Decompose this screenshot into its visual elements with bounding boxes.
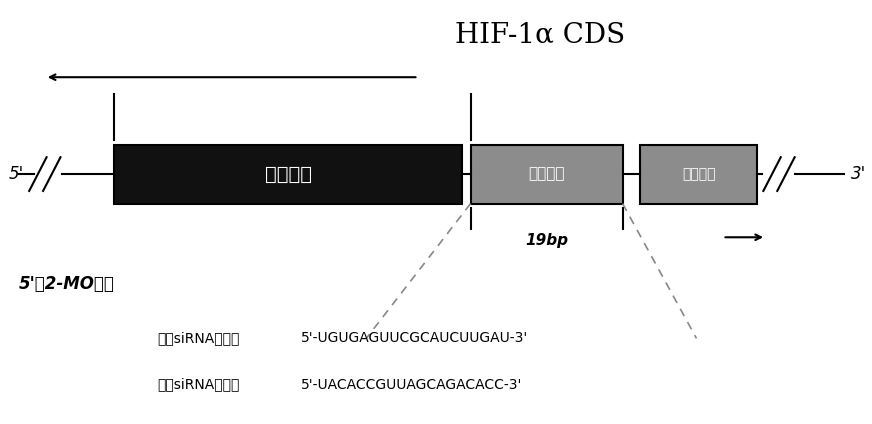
Text: HIF-1α CDS: HIF-1α CDS xyxy=(455,22,625,49)
Text: 目的siRNA序列：: 目的siRNA序列： xyxy=(158,332,240,346)
Bar xyxy=(640,145,757,204)
Text: 目的序列: 目的序列 xyxy=(528,167,565,181)
Text: 3': 3' xyxy=(851,165,867,183)
Bar xyxy=(471,145,623,204)
Text: 侧翼序列: 侧翼序列 xyxy=(264,165,311,184)
Text: 对照siRNA序列：: 对照siRNA序列： xyxy=(158,378,240,392)
Text: 5': 5' xyxy=(9,165,24,183)
Text: 19bp: 19bp xyxy=(525,233,568,248)
Text: 5'-UACACCGUUAGCAGACACC-3': 5'-UACACCGUUAGCAGACACC-3' xyxy=(301,378,522,392)
Bar xyxy=(114,145,462,204)
Text: 侧翼序列: 侧翼序列 xyxy=(682,167,715,181)
Text: 5'祱2-MO修饰: 5'祱2-MO修饰 xyxy=(19,275,114,293)
Text: 5'-UGUGAGUUCGCAUCUUGAU-3': 5'-UGUGAGUUCGCAUCUUGAU-3' xyxy=(301,332,528,346)
